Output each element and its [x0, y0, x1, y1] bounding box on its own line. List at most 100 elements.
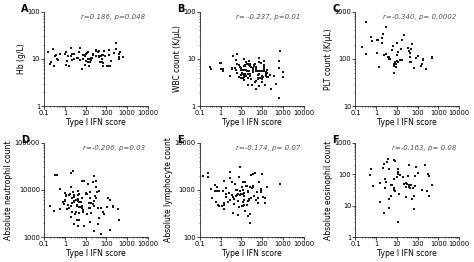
Point [250, 194, 258, 198]
Point [242, 59, 250, 64]
Point [67, 46, 75, 50]
Point [70, 195, 77, 199]
Point [85, 50, 92, 54]
Point [232, 188, 240, 192]
Point [68, 58, 75, 63]
Point [54, 58, 62, 62]
Point [244, 189, 252, 194]
Point [275, 66, 283, 70]
Text: r= -0.237, p=0.01: r= -0.237, p=0.01 [236, 14, 301, 20]
Point [417, 64, 425, 68]
Point [238, 71, 246, 75]
Point [220, 201, 228, 205]
Point [219, 69, 227, 73]
Point [248, 185, 256, 190]
Point [85, 60, 92, 64]
Point [362, 20, 370, 24]
Point [255, 56, 263, 60]
Point [392, 159, 399, 163]
Point [238, 72, 246, 76]
Point [245, 199, 252, 204]
Point [85, 206, 92, 210]
Point [249, 66, 256, 70]
Point [104, 196, 112, 200]
Text: D: D [21, 135, 29, 145]
Point [56, 187, 64, 192]
Point [254, 73, 262, 77]
Point [208, 196, 216, 200]
Point [228, 193, 236, 198]
Point [56, 51, 64, 56]
Point [367, 35, 374, 39]
Point [261, 200, 269, 205]
Point [240, 194, 248, 198]
Point [230, 54, 237, 58]
Point [250, 64, 257, 68]
Point [83, 192, 91, 196]
Point [252, 65, 260, 69]
Point [400, 175, 407, 179]
Point [70, 190, 77, 195]
Text: E: E [177, 135, 183, 145]
Point [106, 228, 113, 232]
Point [232, 67, 240, 72]
Point [236, 174, 243, 179]
X-axis label: Type I IFN score: Type I IFN score [222, 249, 282, 258]
Point [73, 204, 81, 209]
Point [246, 72, 253, 76]
Point [244, 189, 252, 193]
Point [75, 50, 83, 54]
Point [79, 53, 87, 58]
Point [258, 69, 266, 73]
Point [227, 170, 234, 174]
Point [243, 184, 250, 188]
Point [256, 76, 264, 80]
Point [231, 182, 238, 187]
Point [234, 71, 241, 75]
Point [260, 67, 268, 71]
Point [255, 180, 263, 184]
Point [384, 54, 392, 59]
Y-axis label: Absolute neutrophil count: Absolute neutrophil count [4, 140, 13, 240]
Point [423, 189, 430, 193]
Point [228, 66, 236, 70]
Point [242, 68, 250, 72]
Point [222, 186, 230, 190]
Point [220, 179, 228, 183]
Point [70, 193, 78, 197]
Point [232, 58, 239, 62]
Point [233, 52, 241, 56]
Point [241, 72, 248, 76]
Point [381, 176, 389, 181]
Point [239, 76, 247, 80]
Point [276, 182, 283, 186]
Point [255, 196, 262, 200]
Point [393, 53, 401, 57]
Point [79, 208, 87, 212]
Point [247, 173, 255, 177]
Point [69, 196, 76, 200]
Point [239, 192, 247, 196]
Point [272, 82, 280, 86]
Point [252, 67, 260, 71]
Point [62, 193, 70, 197]
Point [243, 61, 251, 66]
Point [257, 68, 264, 73]
Point [260, 65, 268, 69]
Point [95, 216, 103, 220]
Point [407, 47, 415, 51]
Point [400, 182, 407, 186]
Point [400, 32, 407, 37]
Point [255, 84, 263, 88]
Point [385, 55, 393, 59]
Point [61, 190, 69, 195]
Point [87, 211, 95, 215]
Point [73, 209, 80, 214]
Point [262, 72, 270, 76]
Point [71, 199, 78, 204]
Point [241, 179, 248, 184]
Point [64, 53, 72, 58]
Point [395, 167, 402, 171]
Point [244, 83, 252, 88]
Y-axis label: Absolute eosinophil count: Absolute eosinophil count [324, 140, 333, 239]
